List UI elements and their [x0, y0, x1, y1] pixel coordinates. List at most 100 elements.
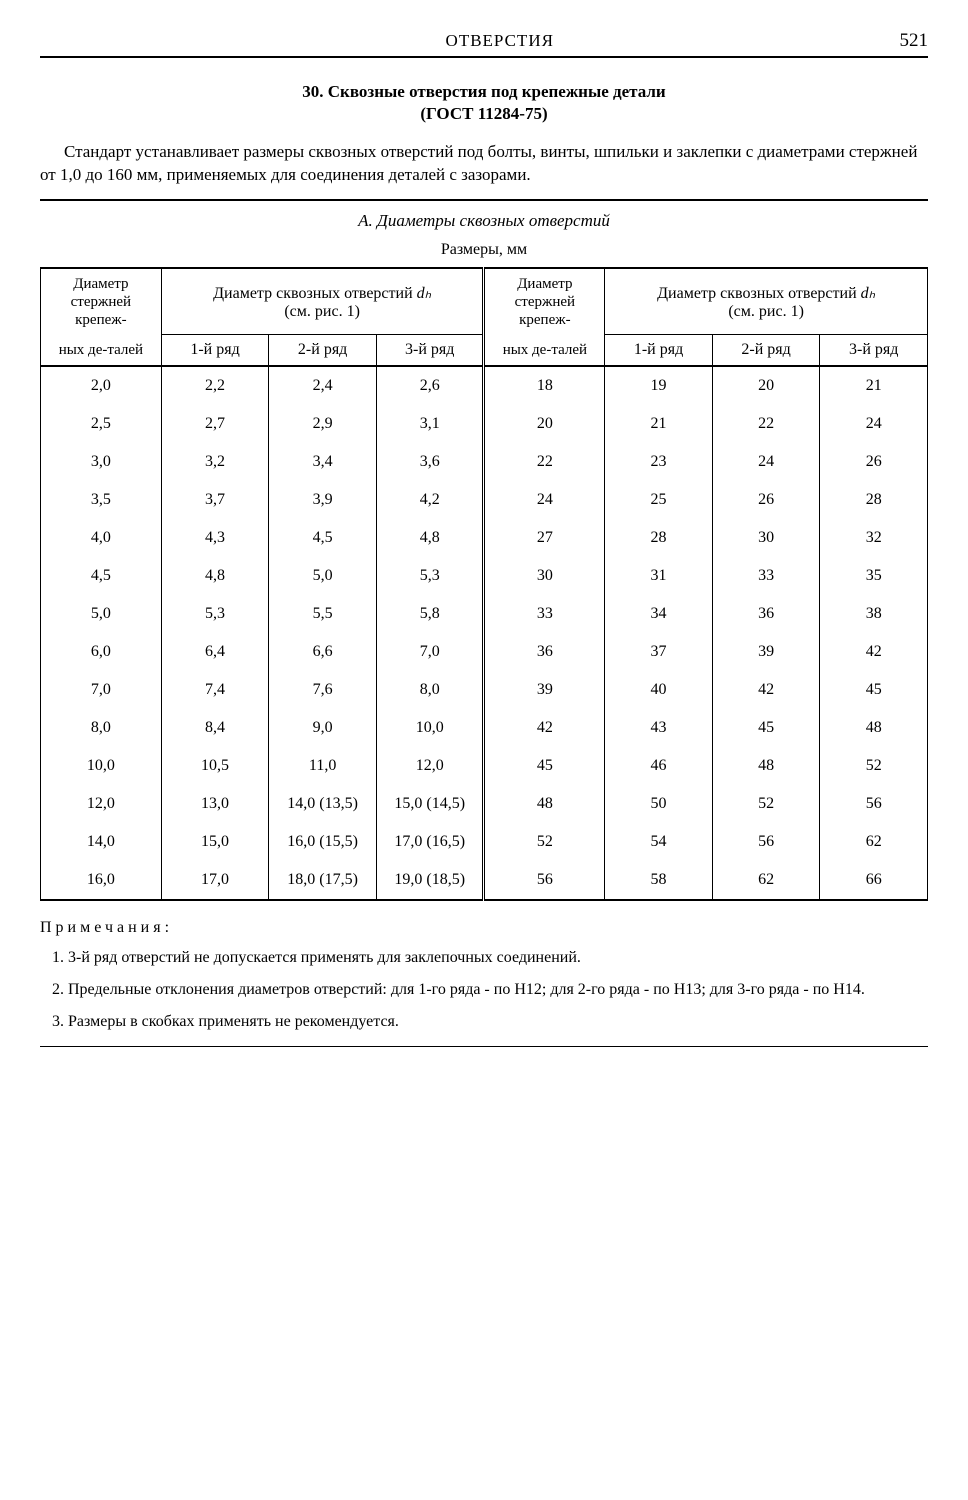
table-cell: 45 [820, 671, 928, 709]
subheading-a: А. Диаметры сквозных отверстий [40, 211, 928, 231]
table-cell: 4,2 [376, 481, 484, 519]
table-cell: 15,0 (14,5) [376, 785, 484, 823]
th-r1b: 1-й ряд [605, 335, 713, 367]
table-cell: 10,5 [161, 747, 269, 785]
table-cell: 46 [605, 747, 713, 785]
dimensions-table: Диаметр стержней крепеж- Диаметр сквозны… [40, 267, 928, 902]
table-cell: 19 [605, 366, 713, 405]
table-cell: 19,0 (18,5) [376, 861, 484, 900]
table-cell: 20 [712, 366, 820, 405]
table-cell: 2,5 [41, 405, 162, 443]
table-cell: 8,4 [161, 709, 269, 747]
table-cell: 5,0 [269, 557, 377, 595]
section-title: 30. Сквозные отверстия под крепежные дет… [40, 82, 928, 102]
table-cell: 9,0 [269, 709, 377, 747]
table-cell: 26 [820, 443, 928, 481]
table-cell: 2,6 [376, 366, 484, 405]
note-item: Размеры в скобках применять не рекоменду… [68, 1011, 928, 1033]
table-cell: 24 [820, 405, 928, 443]
table-cell: 34 [605, 595, 713, 633]
table-cell: 2,7 [161, 405, 269, 443]
table-cell: 7,0 [41, 671, 162, 709]
table-cell: 3,4 [269, 443, 377, 481]
table-row: 3,53,73,94,224252628 [41, 481, 928, 519]
table-cell: 25 [605, 481, 713, 519]
table-cell: 54 [605, 823, 713, 861]
table-cell: 42 [820, 633, 928, 671]
table-cell: 8,0 [376, 671, 484, 709]
table-cell: 56 [484, 861, 605, 900]
table-cell: 66 [820, 861, 928, 900]
th-r1: 1-й ряд [161, 335, 269, 367]
table-row: 4,54,85,05,330313335 [41, 557, 928, 595]
table-row: 3,03,23,43,622232426 [41, 443, 928, 481]
table-cell: 26 [712, 481, 820, 519]
table-cell: 17,0 [161, 861, 269, 900]
table-cell: 58 [605, 861, 713, 900]
th-group-left: Диаметр сквозных отверстий dₕ (см. рис. … [161, 268, 484, 335]
table-cell: 6,6 [269, 633, 377, 671]
table-cell: 3,6 [376, 443, 484, 481]
th-r2: 2-й ряд [269, 335, 377, 367]
table-row: 4,04,34,54,827283032 [41, 519, 928, 557]
table-row: 12,013,014,0 (13,5)15,0 (14,5)48505256 [41, 785, 928, 823]
header-title: ОТВЕРСТИЯ [100, 31, 900, 51]
table-body: 2,02,22,42,6181920212,52,72,93,120212224… [41, 366, 928, 900]
table-cell: 12,0 [41, 785, 162, 823]
table-cell: 28 [820, 481, 928, 519]
table-cell: 5,8 [376, 595, 484, 633]
table-cell: 23 [605, 443, 713, 481]
table-row: 14,015,016,0 (15,5)17,0 (16,5)52545662 [41, 823, 928, 861]
table-cell: 16,0 (15,5) [269, 823, 377, 861]
table-cell: 62 [820, 823, 928, 861]
page-header: ОТВЕРСТИЯ 521 [40, 30, 928, 58]
table-cell: 10,0 [376, 709, 484, 747]
table-cell: 48 [712, 747, 820, 785]
table-cell: 8,0 [41, 709, 162, 747]
table-row: 2,02,22,42,618192021 [41, 366, 928, 405]
table-cell: 28 [605, 519, 713, 557]
table-cell: 36 [484, 633, 605, 671]
table-row: 7,07,47,68,039404245 [41, 671, 928, 709]
notes-title: Примечания: [40, 919, 928, 937]
table-cell: 22 [712, 405, 820, 443]
table-cell: 20 [484, 405, 605, 443]
table-row: 8,08,49,010,042434548 [41, 709, 928, 747]
table-row: 6,06,46,67,036373942 [41, 633, 928, 671]
table-cell: 6,4 [161, 633, 269, 671]
th-lead-b: ных де-талей [41, 335, 162, 367]
table-cell: 22 [484, 443, 605, 481]
table-cell: 2,0 [41, 366, 162, 405]
table-row: 16,017,018,0 (17,5)19,0 (18,5)56586266 [41, 861, 928, 900]
table-cell: 43 [605, 709, 713, 747]
table-cell: 7,6 [269, 671, 377, 709]
table-cell: 45 [484, 747, 605, 785]
note-item: Предельные отклонения диаметров отверсти… [68, 979, 928, 1001]
section-gost: (ГОСТ 11284-75) [40, 104, 928, 124]
table-cell: 12,0 [376, 747, 484, 785]
table-cell: 5,3 [161, 595, 269, 633]
table-cell: 3,2 [161, 443, 269, 481]
notes-list: 3-й ряд отверстий не допускается применя… [40, 947, 928, 1032]
table-cell: 24 [484, 481, 605, 519]
table-cell: 18 [484, 366, 605, 405]
table-cell: 5,3 [376, 557, 484, 595]
th-r3: 3-й ряд [376, 335, 484, 367]
table-cell: 3,7 [161, 481, 269, 519]
table-cell: 38 [820, 595, 928, 633]
table-cell: 15,0 [161, 823, 269, 861]
table-cell: 32 [820, 519, 928, 557]
table-cell: 6,0 [41, 633, 162, 671]
table-cell: 39 [712, 633, 820, 671]
bottom-divider [40, 1046, 928, 1047]
table-cell: 21 [820, 366, 928, 405]
th-r3b: 3-й ряд [820, 335, 928, 367]
table-cell: 37 [605, 633, 713, 671]
table-cell: 24 [712, 443, 820, 481]
table-cell: 14,0 [41, 823, 162, 861]
table-cell: 52 [820, 747, 928, 785]
th-lead-a: Диаметр стержней крепеж- [41, 268, 162, 335]
table-cell: 50 [605, 785, 713, 823]
note-item: 3-й ряд отверстий не допускается применя… [68, 947, 928, 969]
table-cell: 33 [712, 557, 820, 595]
